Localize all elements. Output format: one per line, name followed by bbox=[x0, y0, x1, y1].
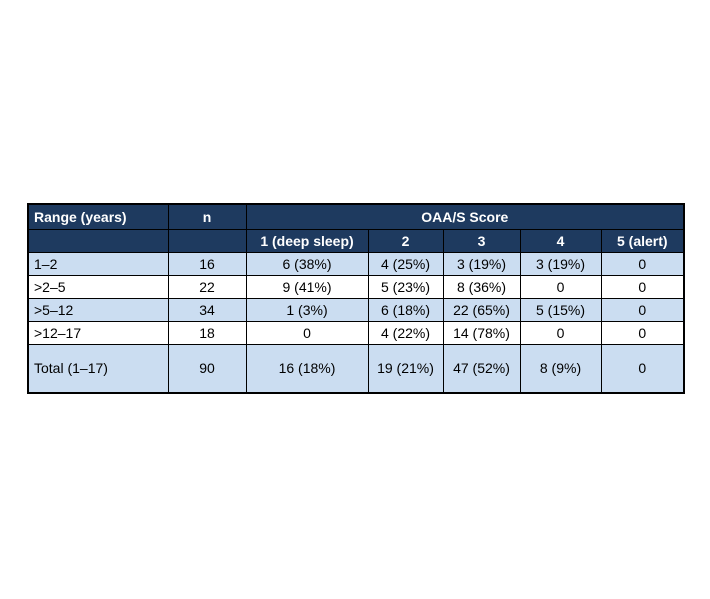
cell-score-1: 0 bbox=[245, 320, 369, 345]
cell-score-4: 0 bbox=[519, 274, 602, 299]
cell-score-3: 14 (78%) bbox=[442, 320, 521, 345]
cell-score-1-total: 16 (18%) bbox=[245, 343, 369, 394]
cell-score-2: 4 (22%) bbox=[367, 320, 444, 345]
subheader-score-4: 4 bbox=[519, 228, 602, 253]
cell-range: >12–17 bbox=[27, 320, 169, 345]
header-oaas-score-span: OAA/S Score bbox=[245, 203, 685, 230]
cell-score-5: 0 bbox=[600, 297, 685, 322]
cell-range: 1–2 bbox=[27, 251, 169, 276]
table-row-12-17: >12–17 18 0 4 (22%) 14 (78%) 0 0 bbox=[27, 320, 685, 345]
cell-score-5: 0 bbox=[600, 274, 685, 299]
table-row-2-5: >2–5 22 9 (41%) 5 (23%) 8 (36%) 0 0 bbox=[27, 274, 685, 299]
header-row-main: Range (years) n OAA/S Score bbox=[27, 203, 685, 230]
cell-range-total: Total (1–17) bbox=[27, 343, 169, 394]
cell-score-4: 0 bbox=[519, 320, 602, 345]
cell-range: >2–5 bbox=[27, 274, 169, 299]
cell-score-2: 4 (25%) bbox=[367, 251, 444, 276]
header-range-years: Range (years) bbox=[27, 203, 169, 230]
subheader-blank-range bbox=[27, 228, 169, 253]
cell-n: 22 bbox=[167, 274, 247, 299]
cell-score-4: 5 (15%) bbox=[519, 297, 602, 322]
subheader-score-1: 1 (deep sleep) bbox=[245, 228, 369, 253]
header-n: n bbox=[167, 203, 247, 230]
cell-score-3: 22 (65%) bbox=[442, 297, 521, 322]
cell-score-2: 6 (18%) bbox=[367, 297, 444, 322]
cell-score-5: 0 bbox=[600, 320, 685, 345]
cell-n: 18 bbox=[167, 320, 247, 345]
subheader-score-2: 2 bbox=[367, 228, 444, 253]
oaas-score-table: Range (years) n OAA/S Score 1 (deep slee… bbox=[27, 203, 686, 394]
cell-score-1: 6 (38%) bbox=[245, 251, 369, 276]
cell-score-2-total: 19 (21%) bbox=[367, 343, 444, 394]
subheader-score-5: 5 (alert) bbox=[600, 228, 685, 253]
header-row-sub: 1 (deep sleep) 2 3 4 5 (alert) bbox=[27, 228, 685, 253]
cell-score-3: 3 (19%) bbox=[442, 251, 521, 276]
cell-score-4-total: 8 (9%) bbox=[519, 343, 602, 394]
cell-score-4: 3 (19%) bbox=[519, 251, 602, 276]
cell-score-3-total: 47 (52%) bbox=[442, 343, 521, 394]
cell-n-total: 90 bbox=[167, 343, 247, 394]
cell-score-5-total: 0 bbox=[600, 343, 685, 394]
cell-score-3: 8 (36%) bbox=[442, 274, 521, 299]
table-row-total: Total (1–17) 90 16 (18%) 19 (21%) 47 (52… bbox=[27, 343, 685, 394]
cell-n: 34 bbox=[167, 297, 247, 322]
cell-score-2: 5 (23%) bbox=[367, 274, 444, 299]
cell-n: 16 bbox=[167, 251, 247, 276]
subheader-score-3: 3 bbox=[442, 228, 521, 253]
cell-score-1: 1 (3%) bbox=[245, 297, 369, 322]
cell-score-1: 9 (41%) bbox=[245, 274, 369, 299]
cell-range: >5–12 bbox=[27, 297, 169, 322]
table-row-1-2: 1–2 16 6 (38%) 4 (25%) 3 (19%) 3 (19%) 0 bbox=[27, 251, 685, 276]
cell-score-5: 0 bbox=[600, 251, 685, 276]
subheader-blank-n bbox=[167, 228, 247, 253]
table-row-5-12: >5–12 34 1 (3%) 6 (18%) 22 (65%) 5 (15%)… bbox=[27, 297, 685, 322]
